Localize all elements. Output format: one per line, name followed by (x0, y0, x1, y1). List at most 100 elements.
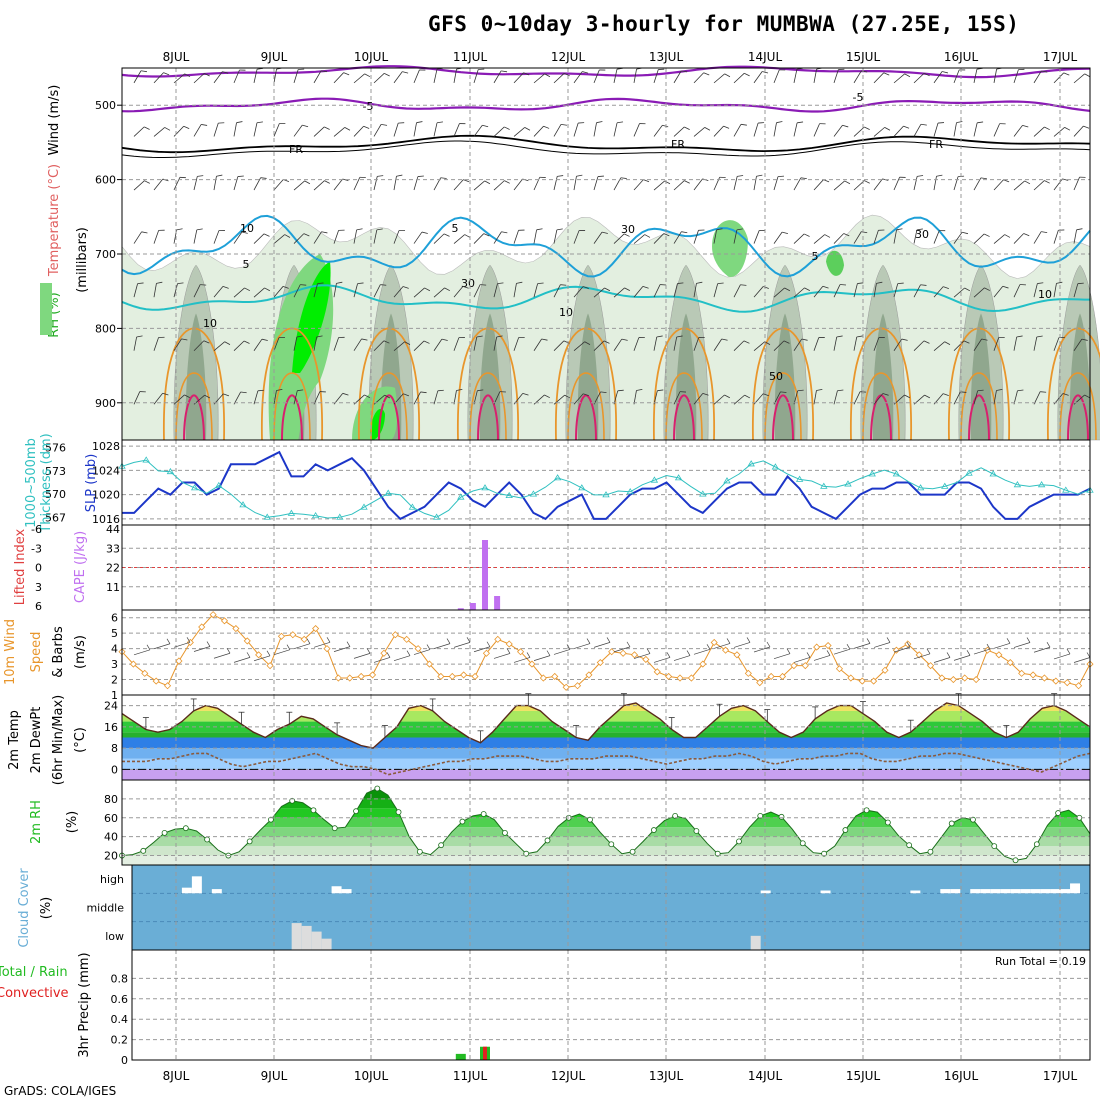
wind-barb-flag (977, 389, 984, 392)
thickness-ylabel: 1000~500mb Thickness (dm) (24, 433, 54, 533)
wind-barb (933, 122, 939, 137)
wind-barb (893, 177, 900, 191)
temp-band (122, 769, 1090, 780)
temp-ylabel: 2m Temp (7, 710, 22, 770)
wind-barb-flag (1016, 335, 1023, 338)
wind-barb-flag (780, 391, 787, 393)
wind-barb (513, 178, 523, 191)
wind-speed-point (676, 674, 684, 682)
precip-tick-label: 0.8 (111, 972, 129, 985)
wind-tick-label: 5 (111, 627, 118, 640)
surface-wind-barb (513, 657, 531, 663)
wind-barb (293, 336, 298, 351)
wind-barb-flag (1023, 233, 1030, 237)
cloud-unit-label: (%) (39, 897, 54, 920)
wind-barb-flag (216, 174, 223, 177)
wind-barb (453, 69, 457, 83)
temp-contour-10 (121, 284, 1090, 313)
wind-barb (573, 286, 584, 298)
wind-barb (513, 72, 524, 84)
surface-wind-barb (1073, 657, 1091, 663)
wind-barb-flag (1077, 282, 1084, 285)
wind-barb (213, 286, 224, 298)
wind-barb (733, 284, 741, 298)
wind-barb (533, 229, 538, 244)
wind-barb-flag (1084, 73, 1091, 78)
cloud-low-cell (291, 923, 302, 950)
surface-wind-barb (973, 648, 991, 655)
precip-legend-convective: Convective (0, 986, 69, 1001)
wind-barb-flag (1002, 285, 1009, 289)
rh-point (906, 842, 913, 849)
wind-barb-flag (836, 335, 843, 338)
wind-barb-flag (1040, 391, 1047, 393)
wind-tick-label: 3 (111, 658, 118, 671)
wind-barb (953, 69, 960, 84)
wind-barb (993, 337, 1000, 351)
wind-barb-flag (963, 340, 970, 344)
wind-barb-flag (201, 124, 208, 126)
slp-tick-label: 1024 (92, 464, 120, 477)
surface-wind-barb (733, 642, 751, 648)
wind-barb-flag (716, 228, 723, 231)
cloud-ylabel: Cloud Cover (17, 868, 32, 948)
surface-wind-barb-flag (426, 644, 431, 650)
wind-barb (193, 284, 201, 298)
wind-barb (873, 393, 884, 405)
wind-speed-point (835, 665, 844, 673)
wind-barb-flag (336, 281, 343, 284)
wind-barb (513, 283, 517, 298)
rh-band (122, 846, 1090, 856)
wind-barb-flag (496, 335, 503, 338)
surface-wind-barb (293, 643, 311, 650)
thickness-point (384, 489, 392, 496)
wind-barb-flag (324, 180, 330, 184)
cape-tick-label: 11 (106, 581, 120, 594)
wind-barb (493, 126, 505, 137)
surface-wind-barb-flag (206, 641, 211, 647)
wind-speed-point (756, 679, 764, 687)
wind-barb (453, 179, 464, 191)
wind-barb (453, 390, 457, 405)
wind-barb (353, 229, 358, 244)
cloud-high-cell (211, 889, 222, 894)
rh-point (799, 840, 806, 847)
wind-barb (653, 390, 658, 405)
thickness-label-2: Thickness (dm) (39, 433, 54, 533)
wind-barb-flag (222, 286, 229, 289)
surface-wind-barb-flag (746, 637, 751, 643)
wind-tick-label: 1 (111, 689, 118, 702)
wind-barb-flag (241, 231, 248, 234)
wind-barb (353, 73, 365, 84)
rh-point (246, 838, 253, 845)
wind-barb (613, 69, 618, 83)
surface-wind-barb-flag (286, 644, 291, 650)
rh-point (204, 836, 210, 843)
wind-barb-flag (884, 127, 891, 131)
wind-ylabel-text: (m/s) (73, 635, 88, 669)
wind-barb-flag (183, 125, 190, 129)
surface-wind-barb (853, 643, 871, 649)
wind-barb (693, 393, 704, 405)
surface-wind-barb (313, 641, 331, 648)
wind-barb (753, 230, 760, 244)
wind-barb-flag (541, 338, 548, 341)
wind-barb (553, 124, 562, 137)
wind-barb (1073, 229, 1077, 244)
cloud-high-cell (990, 889, 1001, 894)
wind-barb (313, 336, 318, 351)
slp-label: SLP (mb) (84, 454, 99, 513)
cape-ylabel: CAPE (J/kg) (73, 531, 88, 603)
wind-barb (693, 127, 705, 137)
wind-barb (133, 180, 145, 191)
wind-barb-flag (904, 394, 911, 399)
wind-barb-flag (584, 341, 591, 345)
wind-barb (1073, 125, 1084, 137)
wind-barb-flag (396, 174, 403, 177)
wind-barb-flag (501, 231, 508, 234)
cloud-high-cell (1010, 889, 1021, 894)
wind-barb-flag (743, 340, 750, 344)
top-date-label: 12JUL (551, 50, 586, 64)
wind-barb-flag (797, 389, 804, 392)
